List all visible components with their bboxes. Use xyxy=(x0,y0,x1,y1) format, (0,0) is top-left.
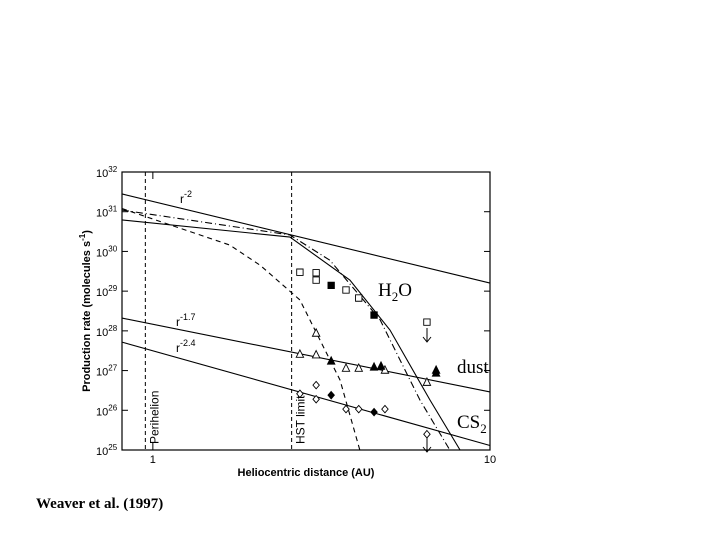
dust-label: dust xyxy=(457,357,489,378)
data-point xyxy=(369,361,379,371)
reference-label: Perihelion xyxy=(147,391,161,444)
y-tick-label: 1031 xyxy=(96,205,118,220)
y-tick-base: 10 xyxy=(96,406,108,418)
upper-limit-arrow xyxy=(422,438,432,453)
y-tick-exp: 26 xyxy=(108,403,117,412)
data-point xyxy=(354,362,364,372)
y-tick-base: 10 xyxy=(96,247,108,259)
data-point xyxy=(381,404,389,414)
data-point xyxy=(342,286,350,294)
data-point xyxy=(312,276,320,284)
y-tick-exp: 32 xyxy=(108,165,117,174)
y-tick-base: 10 xyxy=(96,168,108,180)
y-tick-label: 1025 xyxy=(96,443,118,458)
data-point xyxy=(327,281,335,289)
r-exp: -2 xyxy=(184,189,192,199)
y-tick-base: 10 xyxy=(96,327,108,339)
model-line xyxy=(121,317,491,393)
data-point xyxy=(370,407,378,417)
data-point xyxy=(354,404,363,414)
y-tick-exp: 27 xyxy=(108,364,117,373)
data-point xyxy=(327,390,335,400)
r-base: r xyxy=(180,192,184,206)
data-point xyxy=(296,389,304,399)
data-point xyxy=(312,269,320,277)
data-point xyxy=(423,318,431,326)
x-tick-label: 1 xyxy=(150,454,156,466)
upper-limit-arrow xyxy=(422,328,432,343)
r-base: r xyxy=(176,315,180,329)
r-exp: -1.7 xyxy=(180,312,196,322)
r-base: r xyxy=(176,341,180,355)
cs2-label: CS2 xyxy=(457,412,487,436)
y-tick-base: 10 xyxy=(96,208,108,220)
y-tick-label: 1030 xyxy=(96,244,118,259)
data-point xyxy=(311,349,321,359)
x-axis-label: Heliocentric distance (AU) xyxy=(238,467,375,479)
y-tick-exp: 31 xyxy=(108,205,117,214)
data-point xyxy=(422,376,432,386)
model-line xyxy=(121,209,451,451)
cs2-sub: 2 xyxy=(480,421,487,436)
data-point xyxy=(295,348,305,358)
y-tick-base: 10 xyxy=(96,367,108,379)
cs2-main: CS xyxy=(457,412,480,433)
data-point xyxy=(370,311,378,319)
y-tick-exp: 25 xyxy=(108,443,117,452)
h2o-main: H xyxy=(378,280,392,301)
model-line xyxy=(121,219,461,451)
model-line xyxy=(121,208,361,451)
y-tick-label: 1028 xyxy=(96,324,118,339)
y-label-main: Production rate (molecules s xyxy=(81,241,93,392)
data-point xyxy=(342,404,350,414)
y-tick-label: 1026 xyxy=(96,403,118,418)
reference-label: HST limit xyxy=(294,395,308,444)
data-point xyxy=(296,268,304,276)
y-tick-exp: 30 xyxy=(108,244,117,253)
y-label-end: ) xyxy=(81,230,93,234)
y-tick-exp: 28 xyxy=(108,324,117,333)
y-tick-base: 10 xyxy=(96,287,108,299)
y-tick-label: 1032 xyxy=(96,165,118,180)
data-point xyxy=(311,327,321,337)
data-point xyxy=(312,380,320,390)
data-point xyxy=(341,362,351,372)
x-tick-label: 10 xyxy=(484,454,496,466)
data-point xyxy=(376,360,386,370)
y-tick-label: 1029 xyxy=(96,284,118,299)
h2o-end: O xyxy=(398,280,412,301)
y-label-exp: -1 xyxy=(78,233,87,241)
data-point xyxy=(312,394,320,404)
r-label: r-2 xyxy=(180,189,192,206)
y-axis-label: Production rate (molecules s-1) xyxy=(78,230,93,392)
data-point xyxy=(423,429,431,439)
footer-citation: Weaver et al. (1997) xyxy=(36,496,163,512)
y-tick-label: 1027 xyxy=(96,364,118,379)
h2o-sub: 2 xyxy=(392,289,399,304)
plot-frame xyxy=(121,171,491,451)
data-point xyxy=(355,294,363,302)
model-line xyxy=(121,193,491,284)
r-exp: -2.4 xyxy=(180,338,196,348)
data-point xyxy=(326,355,336,365)
h2o-label: H2O xyxy=(378,280,412,304)
r-label: r-2.4 xyxy=(176,338,196,355)
r-label: r-1.7 xyxy=(176,312,196,329)
y-tick-base: 10 xyxy=(96,446,108,458)
y-tick-exp: 29 xyxy=(108,284,117,293)
model-line xyxy=(121,341,491,447)
data-point xyxy=(431,367,441,377)
